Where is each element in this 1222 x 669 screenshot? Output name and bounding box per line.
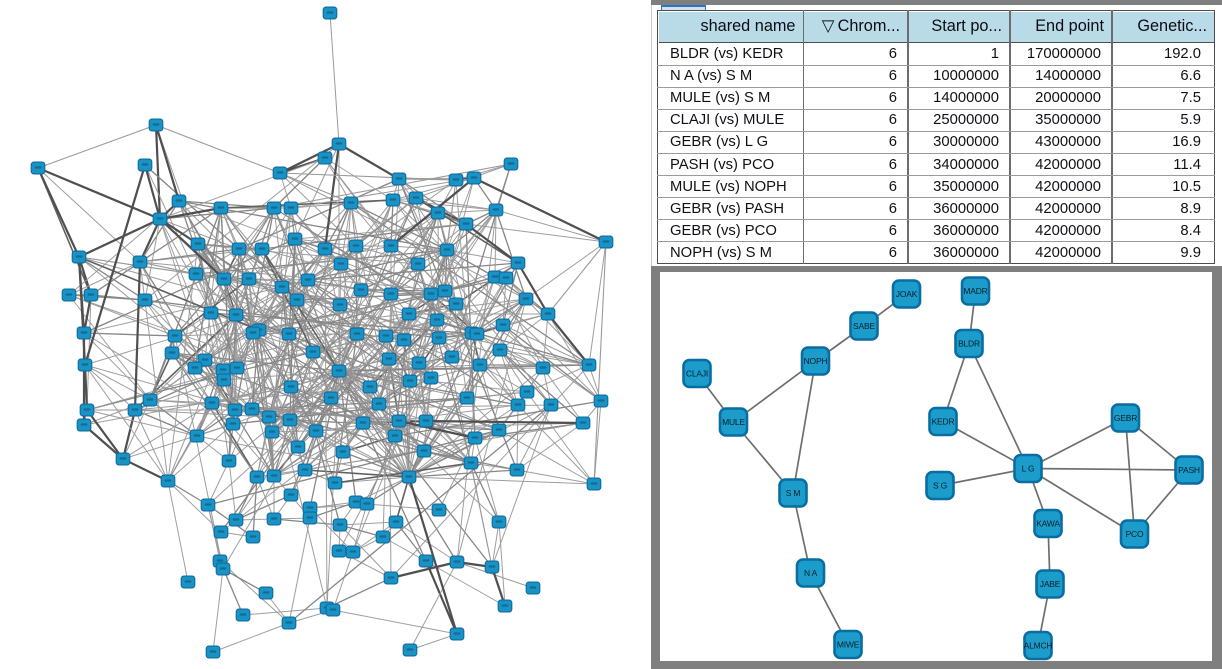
svg-text:GEBR: GEBR [1114, 413, 1137, 423]
svg-text:S G: S G [933, 481, 947, 491]
svg-text:NOPH: NOPH [804, 356, 828, 366]
svg-text:MULE: MULE [722, 417, 745, 427]
svg-text:JABE: JABE [1040, 579, 1061, 589]
svg-text:MIWE: MIWE [837, 640, 860, 650]
svg-text:SABE: SABE [853, 321, 875, 331]
svg-text:ALMCH: ALMCH [1024, 641, 1053, 651]
svg-text:PCO: PCO [1126, 529, 1144, 539]
svg-text:S M: S M [786, 488, 801, 498]
svg-text:N A: N A [804, 568, 818, 578]
svg-text:JOAK: JOAK [896, 289, 918, 299]
svg-text:L G: L G [1022, 464, 1035, 474]
svg-text:MADR: MADR [963, 286, 987, 296]
svg-text:KAWA: KAWA [1036, 519, 1060, 529]
svg-text:KEDR: KEDR [932, 417, 955, 427]
svg-text:PASH: PASH [1178, 465, 1200, 475]
svg-text:BLDR: BLDR [958, 339, 980, 349]
svg-text:CLAJI: CLAJI [686, 369, 708, 379]
